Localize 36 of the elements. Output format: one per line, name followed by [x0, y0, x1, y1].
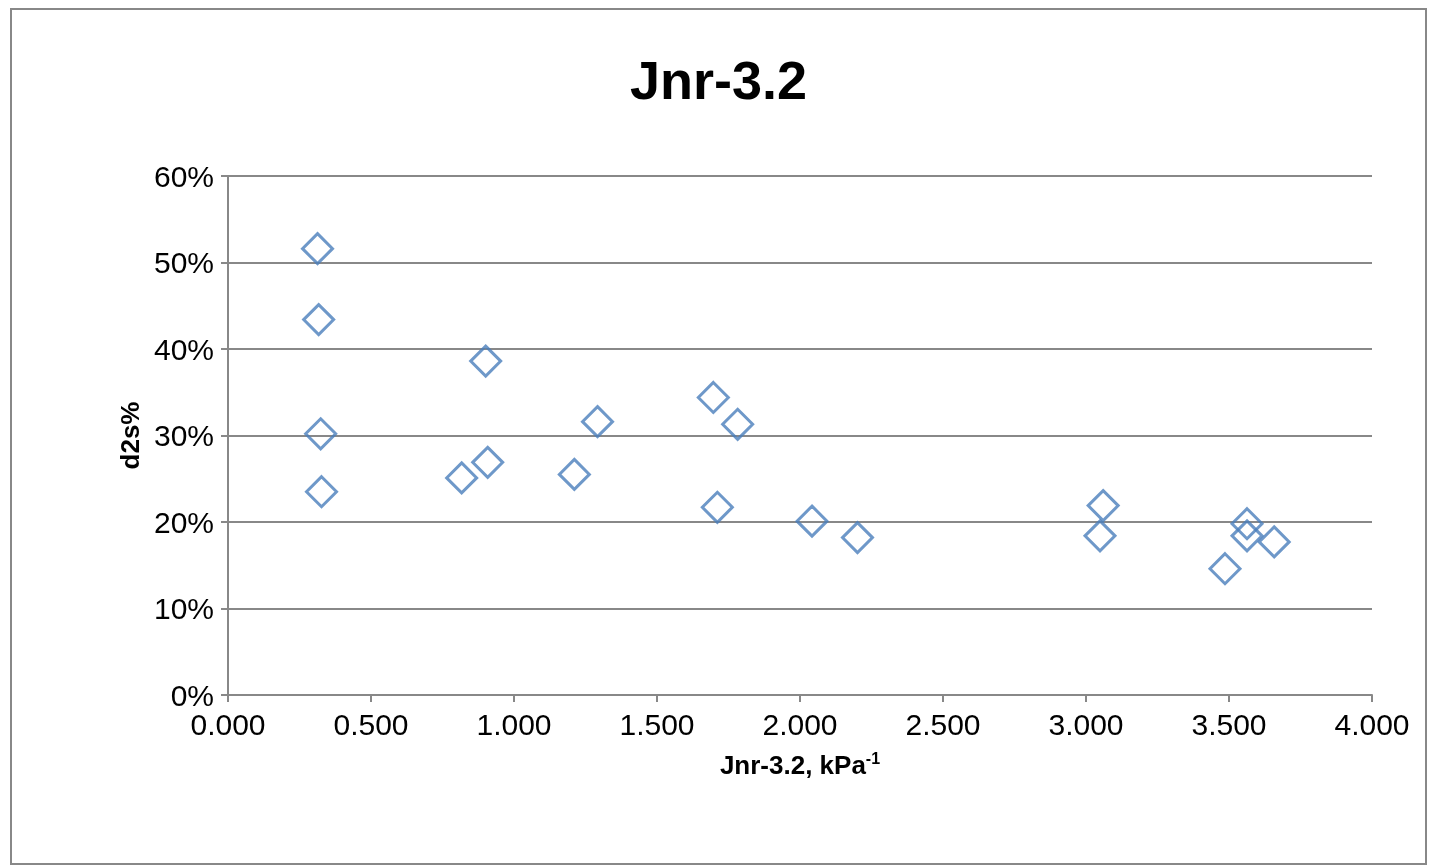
- y-tick-label: 20%: [153, 505, 214, 539]
- x-tick-label: 4.000: [1334, 707, 1410, 741]
- point: [1083, 519, 1117, 553]
- point: [1086, 489, 1120, 523]
- y-axis-title: d2s%: [115, 401, 145, 470]
- point: [301, 232, 335, 266]
- point: [1230, 519, 1264, 553]
- point: [1257, 525, 1291, 559]
- x-tick-label: 3.500: [1191, 707, 1267, 741]
- x-tick-label: 1.000: [476, 707, 552, 741]
- x-tick-label: 0.500: [333, 707, 409, 741]
- chart-title: Jnr-3.2: [629, 50, 808, 110]
- y-tick-label: 50%: [153, 246, 214, 279]
- y-tick-label: 40%: [153, 332, 214, 366]
- point: [557, 457, 591, 491]
- point: [721, 407, 755, 441]
- point: [469, 344, 503, 378]
- point: [700, 490, 734, 524]
- point: [840, 521, 874, 555]
- point: [1230, 507, 1264, 541]
- point: [581, 405, 615, 439]
- point: [696, 380, 730, 414]
- x-tick-label: 3.000: [1048, 707, 1124, 741]
- point: [304, 417, 338, 451]
- point: [305, 475, 339, 509]
- point: [445, 461, 479, 495]
- point: [1208, 552, 1242, 586]
- point: [471, 445, 505, 479]
- y-tick-label: 30%: [153, 419, 214, 452]
- y-tick-label: 10%: [153, 592, 214, 625]
- x-tick-label: 1.500: [619, 707, 695, 741]
- x-tick-label: 2.500: [905, 707, 981, 741]
- x-tick-label: 2.000: [762, 707, 838, 741]
- y-tick-label: 60%: [153, 159, 214, 193]
- point: [795, 504, 829, 538]
- point: [302, 303, 336, 337]
